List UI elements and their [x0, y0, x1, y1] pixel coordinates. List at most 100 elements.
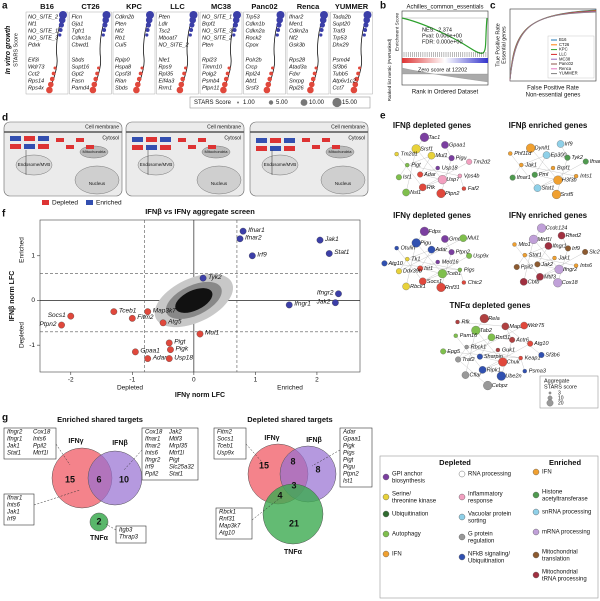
- gene-label: Cpox: [246, 42, 259, 48]
- gene-label: Pigt: [411, 163, 421, 169]
- protein-box: [188, 145, 196, 149]
- legend-label: Ubiquitination: [392, 512, 428, 518]
- gene-label: Sbds: [115, 85, 128, 91]
- protein-box: [284, 146, 295, 151]
- gene-label: Cpsf3l: [115, 71, 132, 77]
- column-frame: [156, 11, 199, 95]
- legend-dot: [532, 571, 540, 579]
- gene-box: [215, 507, 253, 540]
- enriched-dot: [276, 28, 281, 32]
- legend-label: Serine/: [392, 492, 411, 498]
- connector: [245, 443, 263, 463]
- gene-label: Irf9: [572, 246, 580, 252]
- gene-label: Ddx39b: [403, 269, 422, 275]
- legend-label: GPI anchor: [392, 472, 422, 478]
- gene-label: Ifnar2: [145, 444, 161, 450]
- node: [448, 249, 455, 256]
- set-label: TNFα: [284, 549, 303, 556]
- node: [526, 143, 536, 153]
- point: [110, 308, 118, 315]
- node: [556, 140, 565, 148]
- gene-label: Tsc2: [159, 28, 171, 34]
- edge: [510, 153, 538, 189]
- compartment-label: Endosome/MVB: [264, 162, 297, 167]
- depleted-dot: [136, 76, 142, 82]
- gene-label: Rplp0: [115, 57, 131, 63]
- legend-label: regulation: [468, 539, 494, 545]
- legend-box: [189, 96, 371, 109]
- roc-curve: [509, 11, 597, 82]
- legend-label: 1.00: [243, 100, 255, 106]
- stat-text: NES: -2.374: [422, 27, 452, 33]
- legend-label: Panc02: [559, 61, 574, 66]
- gene-label: Ldlr: [159, 21, 169, 27]
- point: [159, 319, 167, 327]
- gene-label: Jak2: [540, 262, 553, 268]
- compartment-label: Mitochondria: [83, 149, 107, 154]
- set-label: IFNβ: [306, 437, 322, 444]
- gene-label: Snrpg: [289, 78, 305, 84]
- edge: [479, 349, 498, 357]
- legend-label: translation: [542, 557, 570, 563]
- protein-box: [10, 144, 21, 149]
- gene-label: Rps9: [159, 64, 172, 70]
- gene-label: Traf3: [333, 28, 347, 34]
- gene-box: [3, 493, 35, 526]
- gene-label: Jak1: [524, 162, 537, 168]
- depleted-dot: [312, 71, 317, 76]
- enriched-dot: [232, 22, 238, 28]
- gene-label: NO_SITE_2: [159, 42, 190, 48]
- enriched-dot: [319, 16, 327, 24]
- point-label: Socs1: [48, 312, 66, 319]
- protein-box: [208, 145, 216, 149]
- compartment-label: Cell membrane: [207, 124, 241, 130]
- gene-label: Ifngr1: [7, 437, 22, 443]
- node: [522, 253, 527, 258]
- set-label: IFNγ: [68, 438, 83, 445]
- gene-label: Tk1: [411, 257, 420, 263]
- protein-box: [322, 138, 330, 142]
- gene-label: Epg5: [447, 349, 461, 355]
- edge: [459, 175, 465, 189]
- axis-label: Ranked list metric (PreRanked): [387, 38, 392, 101]
- node: [483, 380, 493, 391]
- rank-curve: [352, 12, 369, 94]
- legend-label: B16: [559, 37, 567, 42]
- gene-label: Pten: [115, 21, 127, 27]
- node: [533, 184, 542, 192]
- gene-label: Jak1: [6, 444, 20, 450]
- gene-label: Jak1: [6, 510, 20, 516]
- node: [550, 165, 556, 171]
- enriched-dot: [145, 16, 153, 24]
- legend-dot: [237, 101, 239, 104]
- gene-label: Abt1: [245, 78, 258, 84]
- gene-label: Phf11d: [514, 151, 532, 157]
- gene-label: Slc25a32: [589, 249, 600, 255]
- compartment-label: Cytosol: [102, 135, 119, 141]
- protein-box: [38, 136, 49, 141]
- legend-label: threonine kinase: [392, 499, 437, 505]
- gene-label: Pten: [159, 14, 171, 20]
- gene-label: Ifnar2: [590, 159, 600, 165]
- depleted-dot: [271, 66, 274, 70]
- panel-label: g: [2, 413, 8, 424]
- gene-label: Mtif3: [544, 274, 557, 280]
- rank-curve: [91, 12, 108, 94]
- depleted-dot: [354, 76, 360, 82]
- node: [441, 141, 449, 149]
- column-frame: [69, 11, 112, 95]
- column-title: CT26: [81, 2, 99, 11]
- gene-label: Socs1: [427, 279, 442, 285]
- gene-label: Rps4x: [28, 85, 44, 91]
- column-title: KPC: [126, 2, 142, 11]
- point-label: Jak1: [324, 236, 339, 243]
- node: [479, 313, 489, 324]
- legend-dot: [382, 530, 390, 538]
- enriched-dot: [58, 22, 64, 28]
- point-label: Atg5: [167, 319, 182, 326]
- node: [534, 261, 541, 268]
- gene-label: Cox18: [562, 280, 579, 286]
- axis-label: Essential genes: [501, 26, 507, 64]
- y-side-label: Depleted: [19, 322, 26, 348]
- point: [335, 290, 342, 298]
